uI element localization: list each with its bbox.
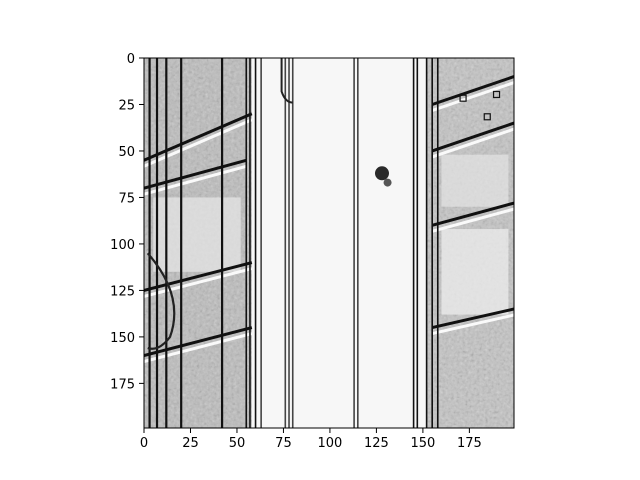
- diagonal-highlight-1: [144, 164, 247, 196]
- ornament-0: [459, 94, 467, 102]
- x-tick-label-7: 175: [457, 436, 482, 451]
- diagonal-edge-2: [144, 261, 253, 292]
- diagonal-highlight-7: [431, 313, 514, 336]
- diagonal-edge-0: [144, 112, 253, 162]
- diagonal-edge-7: [431, 307, 514, 330]
- y-tick-label-7: 175: [110, 377, 135, 392]
- x-tick-label-3: 75: [275, 436, 292, 451]
- y-tick-label-3: 75: [118, 191, 135, 206]
- y-tick-label-5: 125: [110, 284, 135, 299]
- plot-frame: [143, 57, 515, 429]
- y-tick-label-0: 0: [127, 52, 135, 67]
- right-upper-panel: [441, 154, 509, 207]
- left-arc-edge: [146, 252, 176, 350]
- diagonal-edge-1: [144, 158, 247, 190]
- x-tick-label-6: 150: [410, 436, 435, 451]
- x-axis: 0 25 50 75 100 125 150 175: [140, 428, 482, 451]
- y-tick-label-2: 50: [118, 145, 135, 160]
- knob-blob-lower: [383, 178, 392, 187]
- x-tick-label-1: 25: [182, 436, 199, 451]
- diagonal-edge-3: [144, 326, 253, 357]
- x-tick-label-4: 100: [318, 436, 343, 451]
- diagonal-highlight-5: [431, 127, 514, 159]
- diagonal-edge-6: [431, 201, 514, 227]
- ornament-1: [483, 113, 491, 121]
- diagonal-highlight-2: [144, 267, 253, 298]
- diagonal-highlight-4: [431, 81, 514, 112]
- left-inner-panel: [153, 197, 241, 272]
- center-left-top-edge: [280, 58, 293, 104]
- diagonal-highlight-0: [144, 118, 253, 168]
- diagonal-edge-4: [431, 75, 514, 106]
- image-area: [144, 58, 514, 428]
- diagonal-edge-5: [431, 121, 514, 153]
- x-tick-label-0: 0: [140, 436, 148, 451]
- ornament-2: [492, 90, 501, 99]
- y-axis: 0 25 50 75 100 125 150 175: [110, 52, 144, 392]
- x-tick-label-2: 50: [229, 436, 246, 451]
- diagonal-highlight-3: [144, 332, 253, 363]
- x-tick-label-5: 125: [364, 436, 389, 451]
- right-inner-panel: [441, 229, 509, 315]
- y-tick-label-4: 100: [110, 238, 135, 253]
- knob-blob: [374, 166, 389, 181]
- y-tick-label-6: 150: [110, 331, 135, 346]
- y-tick-label-1: 25: [118, 98, 135, 113]
- diagonal-highlight-6: [431, 207, 514, 233]
